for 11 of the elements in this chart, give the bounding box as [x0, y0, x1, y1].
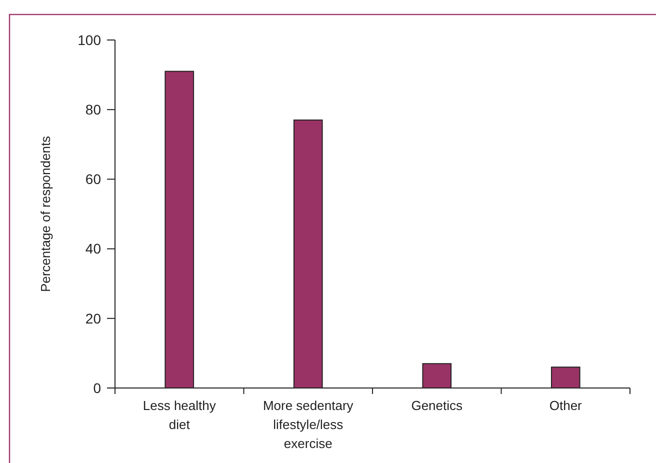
y-tick-label: 80	[85, 102, 102, 118]
y-tick-label: 20	[85, 310, 102, 326]
y-tick-label: 0	[93, 380, 102, 396]
y-tick-label: 40	[85, 240, 102, 257]
y-axis-title: Percentage of respondents	[38, 135, 53, 292]
y-tick-label: 100	[78, 32, 102, 48]
x-tick-label: More sedentary lifestyle/less exercise	[262, 398, 354, 451]
x-tick-label: Other	[549, 398, 583, 413]
y-tick-label: 60	[85, 171, 102, 188]
x-tick-label: Genetics	[411, 398, 464, 413]
x-tick-label: Less healthy diet	[142, 398, 216, 432]
